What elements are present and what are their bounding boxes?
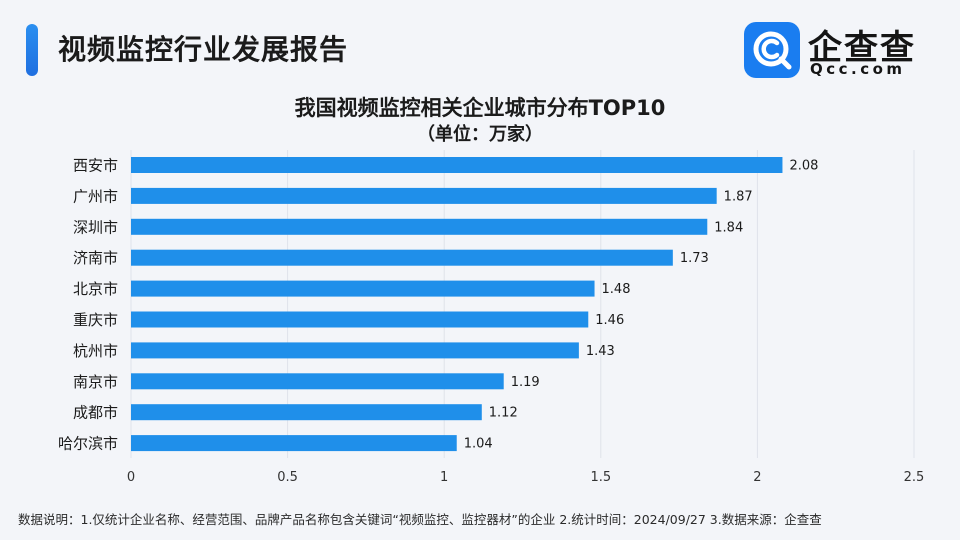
value-label: 1.46 — [595, 313, 624, 328]
bar — [131, 342, 579, 359]
bar — [131, 249, 673, 266]
category-label: 南京市 — [73, 373, 118, 391]
chart-title: 我国视频监控相关企业城市分布TOP10 — [294, 96, 666, 120]
category-label: 哈尔滨市 — [58, 435, 118, 453]
category-label: 成都市 — [73, 404, 118, 422]
value-label: 1.48 — [602, 282, 631, 297]
category-label: 重庆市 — [73, 311, 118, 329]
category-label: 杭州市 — [73, 342, 118, 360]
page-title: 视频监控行业发展报告 — [58, 33, 349, 66]
x-tick-label: 2.5 — [904, 470, 925, 485]
value-label: 1.12 — [489, 406, 518, 421]
bar — [131, 311, 589, 328]
qcc-logo-icon — [744, 22, 800, 78]
value-label: 1.87 — [724, 189, 753, 204]
logo-wordmark: 企查查 — [808, 28, 916, 68]
value-label: 1.43 — [586, 344, 615, 359]
category-label: 深圳市 — [73, 218, 118, 236]
x-tick-label: 0 — [127, 470, 135, 485]
value-label: 1.04 — [464, 437, 493, 452]
bar — [131, 218, 708, 235]
bar — [131, 435, 457, 452]
logo-domain: Qcc.com — [810, 60, 906, 78]
x-tick-label: 1.5 — [590, 470, 611, 485]
category-label: 济南市 — [73, 249, 118, 267]
data-footnote: 数据说明：1.仅统计企业名称、经营范围、品牌产品名称包含关键词“视频监控、监控器… — [18, 512, 822, 527]
bar — [131, 187, 717, 204]
value-label: 1.84 — [714, 220, 743, 235]
value-label: 1.73 — [680, 251, 709, 266]
chart-subtitle: （单位：万家） — [417, 124, 543, 145]
category-label: 广州市 — [73, 187, 118, 205]
value-label: 1.19 — [511, 375, 540, 390]
bar — [131, 404, 482, 421]
bar — [131, 373, 504, 390]
x-tick-label: 2 — [753, 470, 761, 485]
value-label: 2.08 — [789, 159, 818, 174]
x-tick-label: 1 — [440, 470, 448, 485]
bar — [131, 157, 783, 173]
title-accent-bar — [26, 24, 38, 76]
bar — [131, 280, 595, 297]
category-label: 西安市 — [73, 157, 118, 175]
category-label: 北京市 — [73, 280, 118, 298]
x-tick-label: 0.5 — [277, 470, 298, 485]
